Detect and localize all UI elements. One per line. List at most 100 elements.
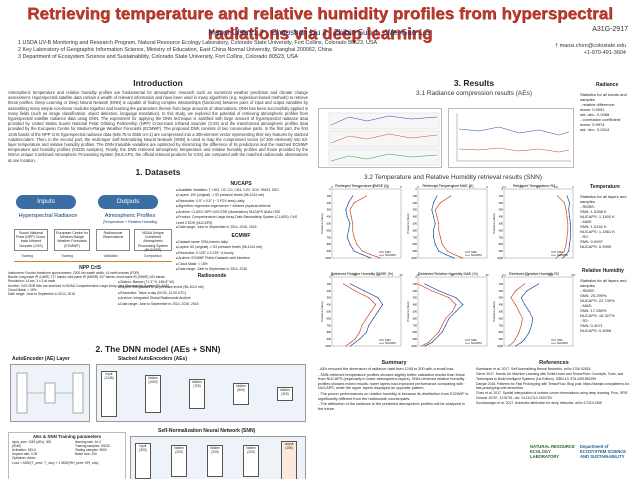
y-tick-label: 700 bbox=[327, 323, 332, 327]
radiosonde-item: Date range: June to September in 2014, 2… bbox=[118, 302, 306, 308]
y-tick-label: 1000 bbox=[325, 344, 331, 348]
data-point-nucaps bbox=[353, 236, 355, 238]
data-point-nucaps bbox=[438, 223, 440, 224]
poster-title: Retrieving temperature and relative humi… bbox=[27, 4, 613, 43]
summary-section: Summary AEs reduced the dimension of rad… bbox=[318, 360, 470, 412]
data-point-nucaps bbox=[518, 311, 520, 312]
sae-diagram: input (1245) hidden (1000) hidden (700) … bbox=[96, 363, 306, 422]
y-tick-label: 600 bbox=[499, 316, 504, 320]
legend-label: SNN bbox=[471, 338, 477, 342]
training-params-box: AEs & SNN Training parameters input_size… bbox=[8, 431, 126, 479]
legend-label: SNN bbox=[385, 338, 391, 342]
y-tick-label: 800 bbox=[499, 330, 504, 334]
radiance-map-panel bbox=[318, 108, 442, 168]
data-point-nucaps bbox=[450, 195, 452, 197]
dnn-title: 2. The DNN model (AEs + SNN) bbox=[95, 343, 221, 354]
data-point-snn bbox=[455, 311, 457, 312]
data-point-snn bbox=[531, 324, 533, 326]
snn-title: Self-Normalization Neural Network (SNN) bbox=[158, 427, 256, 434]
data-point-snn bbox=[528, 331, 530, 333]
radiance-diff-graphic bbox=[456, 113, 571, 162]
data-point-snn bbox=[424, 345, 426, 347]
y-tick-label: 400 bbox=[327, 303, 332, 307]
data-point-nucaps bbox=[439, 202, 441, 204]
stat-line: SNN: 1.0162 K bbox=[580, 224, 607, 229]
dnn-panel: AutoEncoder (AE) Layer Stacked AutoEncod… bbox=[8, 356, 308, 479]
nucaps-item: Available Variables: T, H2O, O3, CO, CH4… bbox=[176, 188, 306, 194]
x-tick-label: 20 bbox=[354, 273, 357, 277]
data-point-snn bbox=[431, 342, 433, 344]
data-point-snn bbox=[349, 223, 351, 224]
x-tick-label: 3 bbox=[373, 185, 375, 189]
data-point-nucaps bbox=[354, 290, 356, 292]
y-tick-label: 300 bbox=[327, 296, 332, 300]
x-tick-label: 3 bbox=[469, 185, 471, 189]
snn-diagram: input (300) hidden (200) hidden (200) hi… bbox=[130, 435, 306, 479]
data-point-nucaps bbox=[343, 283, 344, 285]
flow-comparison: Comparison bbox=[143, 253, 163, 258]
nucaps-block: NUCAPS Available Variables: T, H2O, O3, … bbox=[176, 181, 306, 231]
plot-frame bbox=[331, 188, 402, 259]
box-nucaps: NOAA Unique Combined Atmospheric Process… bbox=[134, 228, 172, 252]
npp-item: Archive: CrIS SDR files are archived in … bbox=[8, 283, 170, 288]
ecmwf-item: Cloud Mask: < 15% bbox=[176, 262, 306, 268]
data-point-nucaps bbox=[515, 304, 516, 306]
results-title: 3. Results bbox=[453, 78, 495, 88]
y-tick-label: 600 bbox=[499, 228, 504, 232]
flow-arrow bbox=[14, 260, 172, 262]
poster-header: Retrieving temperature and relative humi… bbox=[0, 0, 638, 72]
results-subtitle-snn: 3.2 Temperature and Relative Humidity re… bbox=[364, 174, 542, 181]
ecmwf-block: ECMWF Dataset name: ERA-Interim daily La… bbox=[176, 233, 306, 273]
y-tick-label: 200 bbox=[499, 201, 504, 205]
data-point-snn bbox=[368, 324, 370, 326]
npp-title: NPP CrIS bbox=[79, 264, 101, 271]
data-point-nucaps bbox=[510, 297, 512, 299]
summary-title: Summary bbox=[381, 360, 407, 366]
training-params-title: AEs & SNN Training parameters bbox=[32, 433, 102, 439]
data-point-snn bbox=[359, 338, 361, 340]
references-title: References bbox=[539, 360, 569, 366]
y-tick-label: 0 bbox=[502, 187, 504, 191]
ae-hidden-node bbox=[44, 382, 56, 404]
y-tick-label: 700 bbox=[499, 235, 504, 239]
box-ecmwf: European Centre for Medium-Range Weather… bbox=[54, 228, 90, 251]
y-tick-label: 400 bbox=[413, 303, 418, 307]
data-point-nucaps bbox=[361, 250, 363, 252]
stat-line: mean: 0.9974 bbox=[580, 122, 605, 127]
data-point-snn bbox=[434, 243, 436, 245]
data-point-nucaps bbox=[518, 331, 520, 333]
contact-email[interactable]: † maosi.chen@colostate.edu bbox=[554, 43, 626, 49]
y-axis-label: Pressure (mbar) bbox=[406, 213, 410, 233]
npp-item: Bands: long-wave IR (LWIR) 717 bands; mi… bbox=[8, 275, 165, 280]
profile-chart: Retrieved Temperature MAE (K) 0 100 200 300 4… bbox=[406, 184, 488, 260]
inputs-pill: Inputs bbox=[16, 194, 76, 209]
summary-list: AEs reduced the dimension of radiance da… bbox=[318, 367, 470, 411]
stat-line: NUCAPS: 0.9990 bbox=[580, 244, 612, 249]
y-tick-label: 100 bbox=[413, 282, 418, 286]
stat-line: SNN: 25.299% bbox=[580, 293, 607, 298]
training-param: Training samples: 53230 bbox=[75, 443, 110, 448]
data-point-nucaps bbox=[361, 324, 363, 326]
stat-line: SNN: 0.4071 bbox=[580, 323, 603, 328]
box-radiosonde: Radiosonde Observations bbox=[96, 228, 130, 251]
ecmwf-item: Layers: 60 (original) -> 53 pressure lev… bbox=[176, 245, 306, 251]
nrel-logo: NATURAL RESOURCE ECOLOGY LABORATORY bbox=[530, 444, 575, 459]
legend-label: SNN bbox=[557, 338, 563, 342]
data-point-nucaps bbox=[566, 216, 568, 218]
ecmwf-title: ECMWF bbox=[231, 232, 251, 239]
nucaps-title: NUCAPS bbox=[230, 180, 252, 187]
sae-node: input (1245) bbox=[101, 370, 117, 417]
profile-chart: Retrieved Temperature R2 0 100 200 300 400 500… bbox=[492, 184, 574, 260]
x-tick-label: 5 bbox=[400, 185, 402, 189]
data-point-snn bbox=[515, 345, 516, 347]
y-tick-label: 700 bbox=[499, 323, 504, 327]
x-tick-label: 0.2 bbox=[502, 273, 506, 277]
legend-label: SNN bbox=[471, 250, 477, 254]
y-tick-label: 1000 bbox=[497, 344, 503, 348]
npp-block: NPP CrIS Instrument: Fourier-transform s… bbox=[8, 265, 172, 297]
training-param: Activation: SELU bbox=[12, 448, 36, 453]
legend-label: SNN bbox=[557, 250, 563, 254]
npp-item: Resolution: 14 km, 3 x 3 at nadir bbox=[8, 279, 56, 284]
temperature-stats: Statistics for all layers and samples - … bbox=[580, 194, 636, 249]
y-tick-label: 300 bbox=[413, 208, 418, 212]
